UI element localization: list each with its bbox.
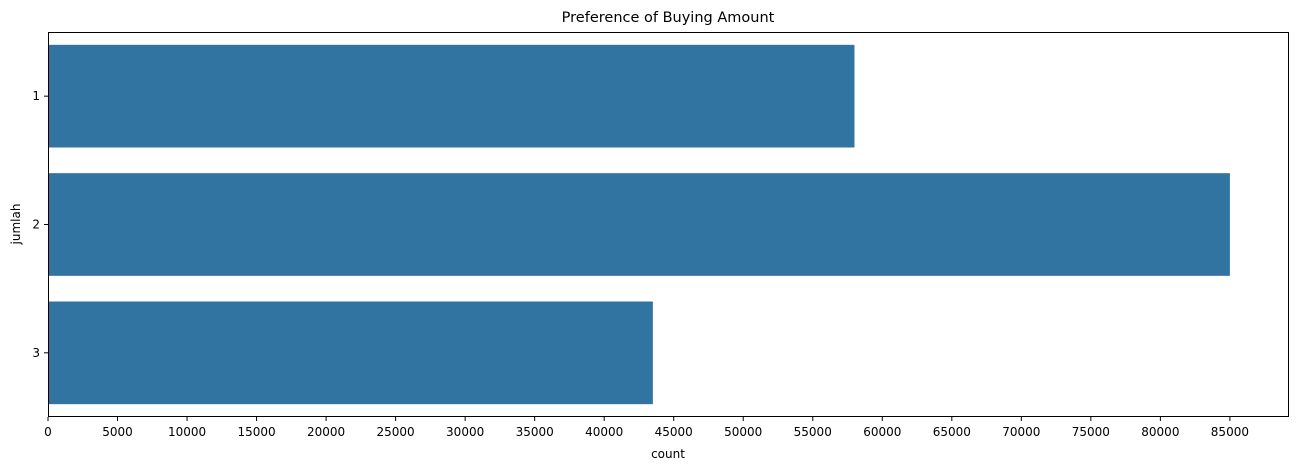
x-tick-label: 15000 [237, 425, 275, 439]
x-axis-label: count [651, 447, 685, 461]
chart-title: Preference of Buying Amount [562, 10, 775, 26]
x-tick-label: 50000 [724, 425, 762, 439]
bars-group [48, 44, 1230, 405]
y-tick-label: 2 [32, 218, 40, 232]
x-tick-label: 10000 [168, 425, 206, 439]
y-axis-label: jumlah [9, 204, 23, 246]
x-tick-label: 65000 [933, 425, 971, 439]
x-tick-label: 30000 [446, 425, 484, 439]
x-tick-label: 60000 [863, 425, 901, 439]
x-axis-ticks: 0 5000 10000 15000 20000 25000 30000 35000 40000… [44, 417, 1249, 439]
x-tick-label: 25000 [377, 425, 415, 439]
y-tick-label: 1 [32, 89, 40, 103]
x-tick-label: 70000 [1002, 425, 1040, 439]
y-tick-label: 3 [32, 346, 40, 360]
x-tick-label: 0 [44, 425, 52, 439]
x-tick-label: 40000 [585, 425, 623, 439]
bar-3 [48, 301, 653, 405]
x-tick-label: 35000 [516, 425, 554, 439]
x-tick-label: 55000 [794, 425, 832, 439]
bar-1 [48, 44, 855, 148]
x-tick-label: 75000 [1072, 425, 1110, 439]
y-axis-ticks: 1 2 3 [32, 89, 48, 360]
x-tick-label: 85000 [1211, 425, 1249, 439]
x-tick-label: 20000 [307, 425, 345, 439]
x-tick-label: 45000 [655, 425, 693, 439]
x-tick-label: 5000 [102, 425, 133, 439]
bar-2 [48, 173, 1230, 276]
plot-frame [48, 32, 1289, 417]
x-tick-label: 80000 [1141, 425, 1179, 439]
